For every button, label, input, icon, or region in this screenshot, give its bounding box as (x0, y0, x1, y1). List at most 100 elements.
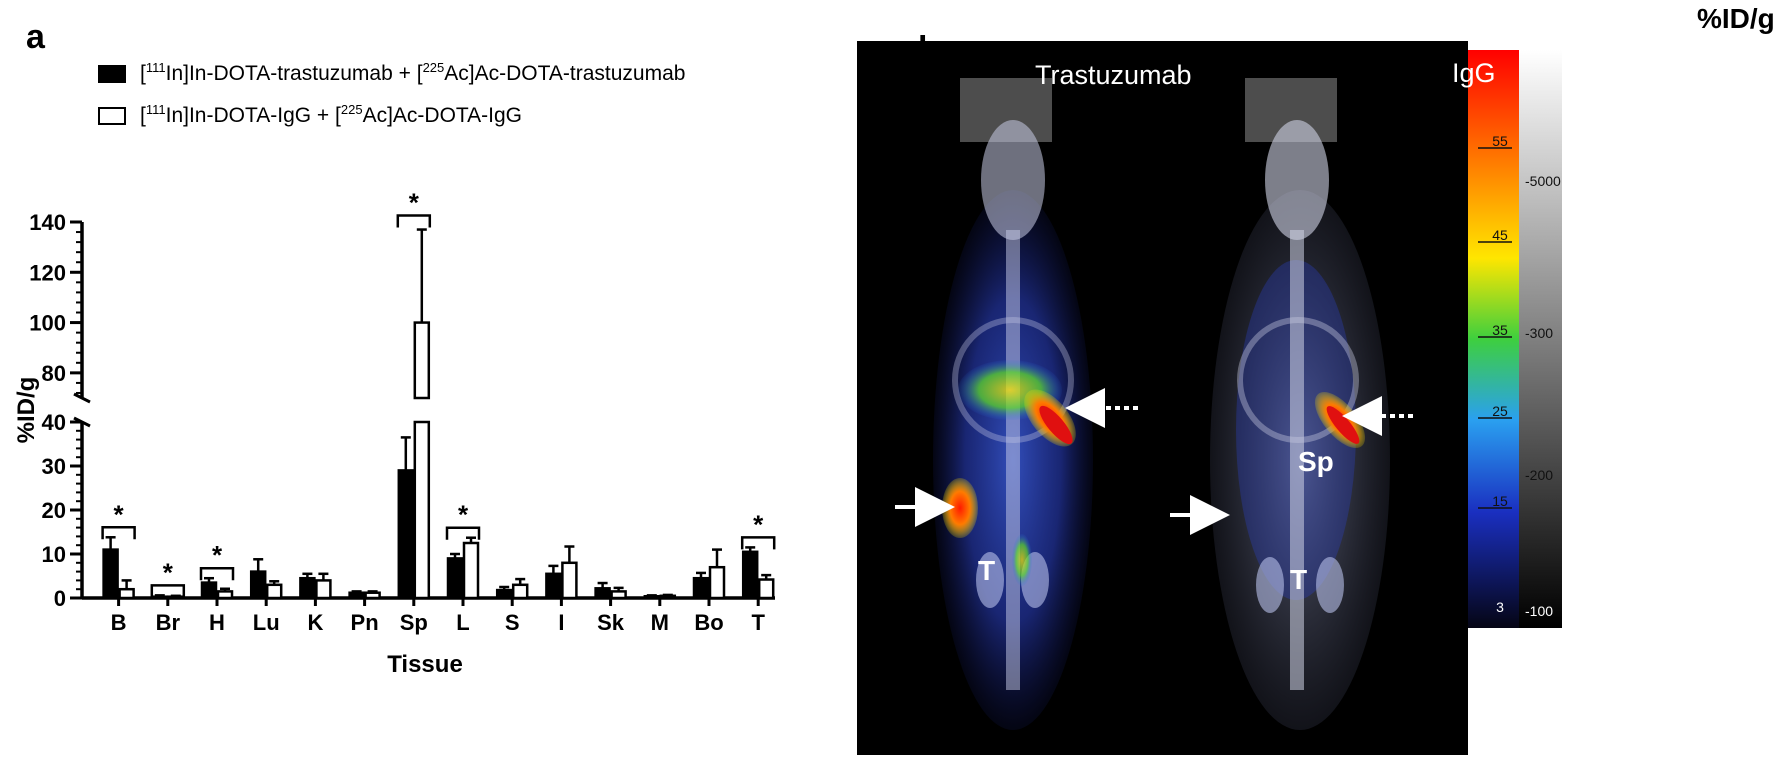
bar (348, 591, 365, 600)
bar (216, 590, 234, 600)
colorbar-gray-tick-label: -200 (1525, 467, 1553, 483)
colorbar-tick-label: 25 (1492, 403, 1508, 419)
colorbar-ticks: 55 45 35 25 15 3 -5000 -300 -200 -100 (1478, 133, 1561, 619)
bar (462, 541, 480, 600)
significance-star: * (409, 188, 420, 218)
colorbar-tick-label: 15 (1492, 493, 1508, 509)
bar (757, 578, 775, 600)
bar (413, 420, 431, 600)
x-tick-label: Sp (400, 610, 428, 635)
y-tick-label: 30 (42, 454, 66, 479)
x-tick-label: Br (156, 610, 181, 635)
significance-star: * (163, 557, 174, 587)
x-tick-label: Lu (253, 610, 280, 635)
y-tick-label: 0 (54, 586, 66, 611)
x-tick-label: M (651, 610, 669, 635)
significance-bracket (150, 584, 186, 598)
bar (610, 590, 627, 600)
bar (561, 561, 578, 600)
bar (413, 321, 431, 400)
x-tick-label: Sk (597, 610, 625, 635)
significance-bracket (396, 214, 432, 228)
bar-chart: Tissue%ID/g ***** * B Br H Lu K Pn Sp L S I Sk M Bo T … (13, 188, 776, 678)
legend-text: [111In]In-DOTA-trastuzumab + [225Ac]Ac-D… (140, 60, 686, 85)
x-tick-label: Pn (351, 610, 379, 635)
y-tick-label: 140 (29, 210, 66, 235)
significance-star: * (114, 499, 125, 529)
x-tick-label: H (209, 610, 225, 635)
significance-star: * (753, 509, 764, 539)
x-tick-label: S (505, 610, 520, 635)
bar (594, 587, 611, 600)
legend-swatch-filled (98, 65, 126, 84)
bar (397, 469, 415, 600)
bar (151, 595, 169, 600)
y-tick-label: 20 (42, 498, 66, 523)
bar (364, 591, 381, 600)
significance-bracket (101, 526, 136, 540)
colorbar-gray-tick-label: -300 (1525, 325, 1553, 341)
spleen-label-1: Sp (1298, 446, 1334, 477)
significance-bracket (445, 526, 481, 540)
y-tick-label: 10 (42, 542, 66, 567)
bar (511, 583, 529, 600)
colorbar-tick-label: 45 (1492, 227, 1508, 243)
colorbar-tick-label: 55 (1492, 133, 1508, 149)
bar (741, 550, 759, 600)
tumor-label-2: T (1290, 564, 1308, 595)
bar (495, 588, 513, 600)
colorbar-gray-tick-label: -5000 (1525, 173, 1561, 189)
x-tick-label: K (307, 610, 323, 635)
spleen-label-2: Sp (1615, 446, 1651, 477)
chart-bars (102, 228, 775, 600)
bar (708, 565, 726, 600)
mouse-igg (1210, 78, 1390, 730)
significance-bracket (199, 566, 235, 581)
bar (200, 581, 218, 600)
bar (102, 548, 119, 600)
legend-swatch-open (98, 107, 126, 126)
colorbar: 55 45 35 25 15 3 -5000 -300 -200 -100 (1468, 50, 1562, 628)
panel-letter-b: b (918, 30, 939, 68)
bar (265, 583, 283, 600)
legend-entry-igg: [111In]In-DOTA-IgG + [225Ac]Ac-DOTA-IgG (98, 102, 522, 128)
significance-bracket (740, 536, 776, 550)
colorbar-tick-label: 35 (1492, 322, 1508, 338)
colorbar-unit-label: %ID/g (1697, 3, 1773, 34)
mouse-trastuzumab (933, 78, 1093, 730)
y-tick-label: 40 (42, 410, 66, 435)
x-tick-label: T (751, 610, 765, 635)
x-axis-title: Tissue (387, 651, 463, 678)
x-tick-label: Bo (694, 610, 723, 635)
x-tick-labels: B Br H Lu K Pn Sp L S I Sk M Bo T (111, 598, 765, 635)
spect-ct-image (857, 41, 1468, 755)
y-tick-label: 80 (42, 361, 66, 386)
y-tick-label: 100 (29, 311, 66, 336)
y-tick-label: 120 (29, 260, 66, 285)
bar (299, 576, 316, 600)
bar (692, 576, 710, 600)
significance-star: * (458, 500, 469, 530)
bar (249, 570, 267, 600)
image-label-igg: IgG (1452, 58, 1496, 88)
significance-star: * (212, 540, 223, 570)
y-tick-labels: 0 10 20 30 40 80 100 120 140 (29, 210, 82, 611)
y-axis-title: %ID/g (13, 377, 40, 444)
bar (118, 587, 135, 600)
tumor-label-1: T (978, 555, 996, 586)
colorbar-color (1468, 50, 1519, 628)
legend-text: [111In]In-DOTA-IgG + [225Ac]Ac-DOTA-IgG (140, 102, 523, 127)
significance-marks: * * * * * * (101, 188, 776, 598)
bar (315, 579, 332, 600)
axis-break-mark (73, 392, 91, 404)
bar (545, 572, 562, 600)
colorbar-tick-label: 3 (1496, 599, 1504, 615)
x-tick-label: I (558, 610, 564, 635)
colorbar-gray (1519, 50, 1562, 628)
panel-letter-a: a (26, 18, 45, 56)
image-label-trastuzumab: Trastuzumab (1035, 60, 1192, 90)
colorbar-gray-tick-label: -100 (1525, 603, 1553, 619)
legend-entry-trastuzumab: [111In]In-DOTA-trastuzumab + [225Ac]Ac-D… (98, 60, 685, 86)
bar (446, 557, 464, 600)
